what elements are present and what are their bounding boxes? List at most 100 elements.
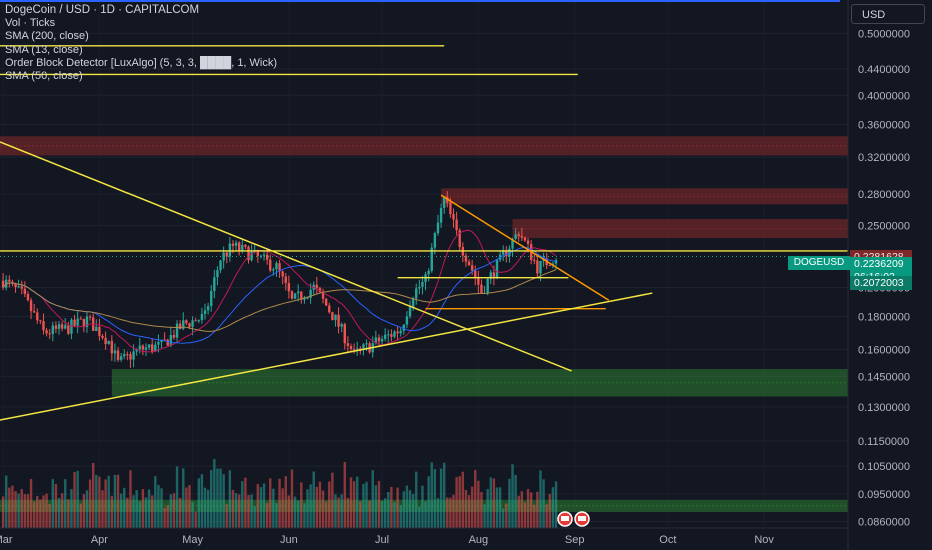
volume-bar [455, 477, 458, 528]
price-tick-label: 0.1450000 [858, 372, 910, 384]
candle-body [511, 238, 514, 249]
candle-body [296, 291, 300, 294]
volume-bar [290, 469, 294, 528]
candle-body [70, 319, 73, 334]
volume-bar [346, 497, 350, 528]
volume-bar [430, 462, 433, 528]
candle-body [470, 265, 474, 271]
volume-bar [151, 495, 154, 528]
volume-bar [203, 487, 207, 528]
candle-body [29, 300, 33, 312]
volume-bar [95, 475, 98, 528]
candle-body [203, 310, 207, 314]
candle-body [374, 337, 378, 344]
volume-bar [477, 480, 480, 528]
legend-order-block[interactable]: Order Block Detector [LuxAlgo] (5, 3, 3,… [5, 56, 278, 69]
candle-body [340, 324, 343, 327]
candle-body [380, 338, 384, 342]
candle-body [346, 343, 350, 346]
volume-bar [126, 497, 129, 528]
time-tick-label: May [182, 534, 203, 546]
candle-body [427, 270, 430, 275]
legend-sma13[interactable]: SMA (13, close) [5, 43, 83, 56]
candle-body [331, 312, 334, 321]
volume-bar [321, 490, 325, 528]
candle-body [486, 278, 489, 293]
volume-bar [157, 484, 160, 528]
time-tick-label: Nov [754, 534, 774, 546]
candle-body [436, 222, 440, 234]
volume-bar [511, 464, 514, 528]
candle-body [26, 293, 30, 301]
volume-bar [359, 501, 362, 528]
candle-body [408, 307, 412, 317]
volume-bar [8, 487, 11, 528]
candle-body [1, 280, 5, 288]
candle-body [241, 244, 244, 251]
candle-body [430, 247, 433, 271]
volume-bar [76, 470, 79, 528]
candle-body [17, 286, 20, 288]
candle-body [116, 350, 120, 360]
volume-bar [324, 501, 328, 528]
volume-bar [275, 503, 278, 528]
volume-bar [542, 479, 545, 528]
candle-body [101, 335, 104, 338]
candle-body [396, 331, 399, 334]
volume-bar [387, 491, 390, 528]
volume-bar [79, 503, 82, 528]
volume-bar [405, 485, 409, 528]
volume-bar [26, 494, 30, 528]
volume-bar [45, 493, 48, 528]
price-tick-label: 0.0950000 [858, 489, 910, 501]
legend-sma50[interactable]: SMA (50, close) [5, 70, 83, 83]
volume-bar [116, 474, 120, 528]
candle-body [132, 351, 135, 360]
currency-button[interactable]: USD [851, 4, 925, 24]
candle-body [539, 261, 542, 274]
legend-sma200[interactable]: SMA (200, close) [5, 30, 89, 43]
volume-bar [533, 504, 536, 528]
volume-bar [262, 483, 266, 528]
volume-bar [85, 490, 89, 528]
candle-body [234, 242, 238, 246]
volume-bar [411, 494, 415, 528]
volume-bar [250, 494, 253, 528]
candle-body [284, 276, 287, 284]
volume-bar [88, 479, 92, 528]
candle-body [352, 349, 356, 351]
candle-body [321, 292, 325, 299]
volume-bar [144, 497, 148, 528]
volume-bar [492, 478, 496, 528]
volume-bar [269, 478, 272, 528]
volume-bar [54, 483, 58, 528]
volume-bar [101, 490, 104, 528]
candle-body [104, 337, 107, 344]
price-axis: 0.5000000 0.4400000 0.4000000 0.3600000 0.32… [847, 0, 910, 550]
volume-bar [309, 484, 312, 528]
legend-volume[interactable]: Vol · Ticks [5, 17, 56, 30]
volume-bar [523, 502, 527, 528]
trendline [0, 292, 653, 421]
candle-body [337, 314, 340, 327]
flag-stripe [578, 516, 586, 521]
volume-bar [526, 488, 530, 528]
candle-body [175, 323, 179, 338]
candle-body [113, 350, 117, 354]
volume-bar [160, 488, 163, 528]
price-tick-label: 0.1800000 [858, 312, 910, 324]
volume-bar [498, 487, 502, 528]
volume-bar [517, 495, 520, 528]
candle-body [110, 340, 114, 354]
candle-body [480, 284, 483, 293]
candle-body [23, 288, 27, 294]
volume-bar [98, 476, 101, 528]
candle-body [505, 251, 508, 257]
volume-bar [5, 475, 8, 528]
symbol-title[interactable]: DogeCoin / USD · 1D · CAPITALCOM [5, 4, 200, 16]
volume-bar [231, 489, 235, 528]
moving-averages [2, 229, 557, 353]
sma200-line [2, 269, 557, 332]
volume-bar [486, 489, 489, 528]
